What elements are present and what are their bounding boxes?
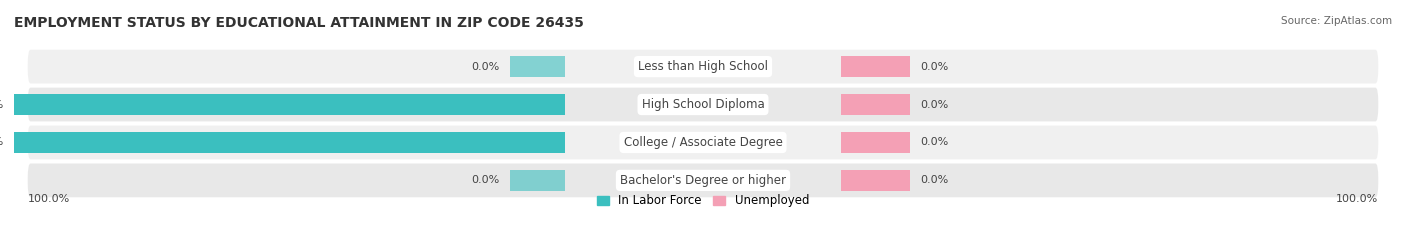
Text: College / Associate Degree: College / Associate Degree: [624, 136, 782, 149]
Text: Bachelor's Degree or higher: Bachelor's Degree or higher: [620, 174, 786, 187]
Text: Less than High School: Less than High School: [638, 60, 768, 73]
Text: 100.0%: 100.0%: [0, 99, 4, 110]
Text: 0.0%: 0.0%: [471, 175, 499, 185]
Bar: [841, 132, 910, 153]
Text: 100.0%: 100.0%: [28, 194, 70, 204]
Legend: In Labor Force, Unemployed: In Labor Force, Unemployed: [592, 190, 814, 212]
FancyBboxPatch shape: [28, 126, 1378, 159]
Text: EMPLOYMENT STATUS BY EDUCATIONAL ATTAINMENT IN ZIP CODE 26435: EMPLOYMENT STATUS BY EDUCATIONAL ATTAINM…: [14, 16, 583, 30]
Text: 100.0%: 100.0%: [1336, 194, 1378, 204]
Text: 0.0%: 0.0%: [920, 99, 948, 110]
Text: Source: ZipAtlas.com: Source: ZipAtlas.com: [1281, 16, 1392, 26]
Text: 0.0%: 0.0%: [920, 137, 948, 147]
Bar: [510, 56, 565, 77]
Bar: [14, 94, 565, 115]
FancyBboxPatch shape: [28, 88, 1378, 121]
Bar: [841, 170, 910, 191]
Bar: [841, 56, 910, 77]
FancyBboxPatch shape: [28, 164, 1378, 197]
Bar: [841, 94, 910, 115]
Text: High School Diploma: High School Diploma: [641, 98, 765, 111]
Text: 0.0%: 0.0%: [920, 62, 948, 72]
Text: 0.0%: 0.0%: [920, 175, 948, 185]
Text: 0.0%: 0.0%: [471, 62, 499, 72]
FancyBboxPatch shape: [28, 50, 1378, 83]
Text: 100.0%: 100.0%: [0, 137, 4, 147]
Bar: [14, 132, 565, 153]
Bar: [510, 170, 565, 191]
